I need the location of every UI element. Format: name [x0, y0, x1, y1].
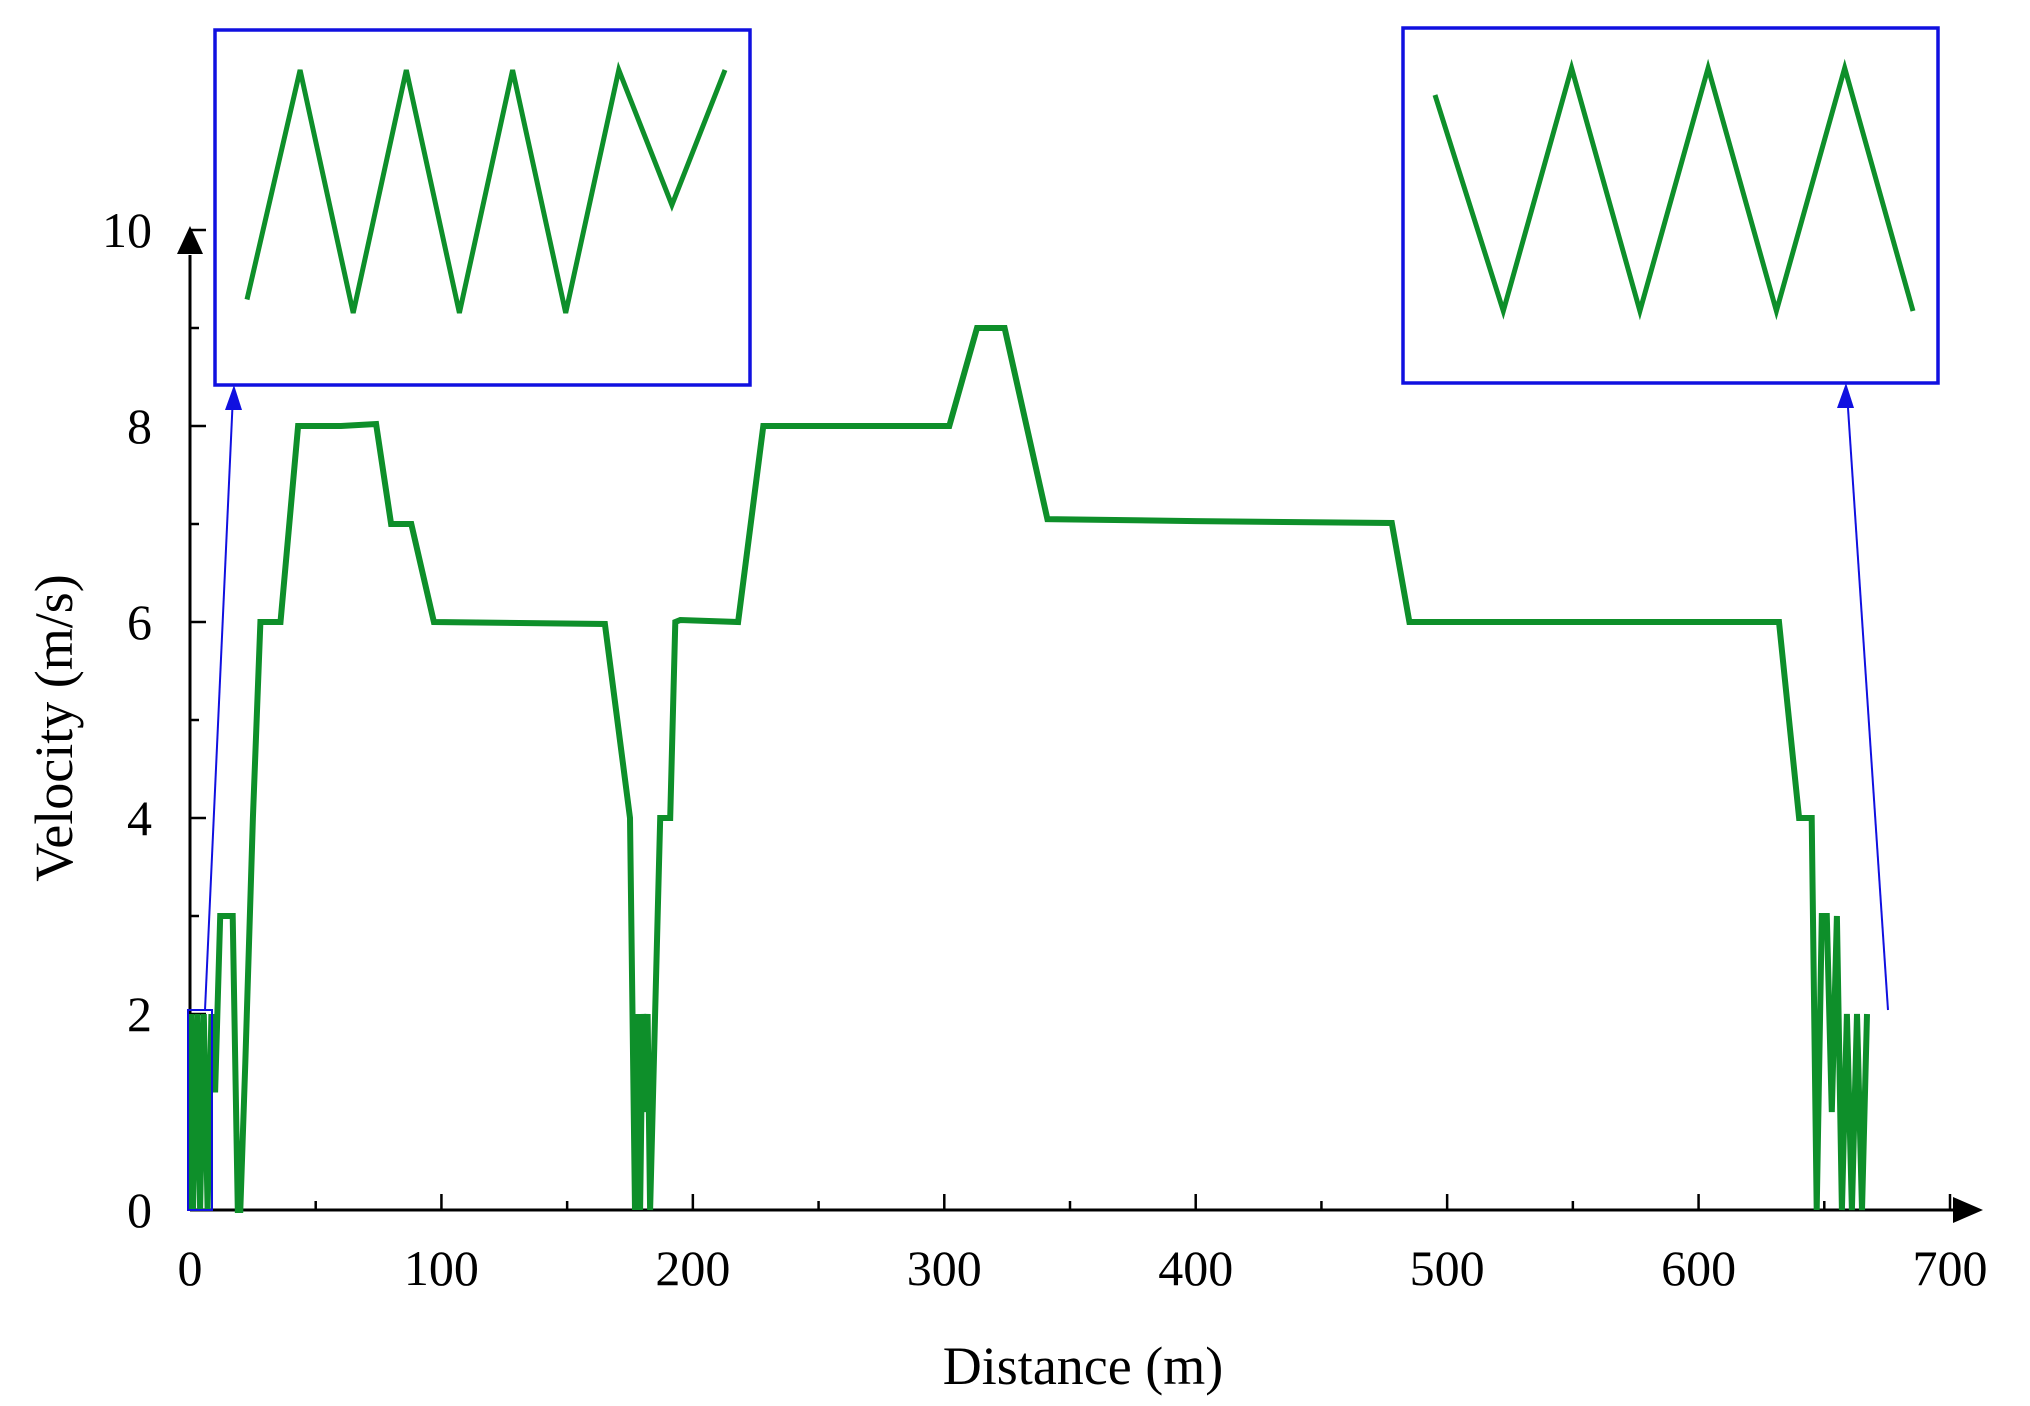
- x-tick-label: 0: [178, 1240, 203, 1296]
- y-axis-label: Velocity (m/s): [24, 574, 84, 881]
- inset-source-marker: [187, 1009, 213, 1211]
- y-tick-label: 4: [127, 790, 152, 846]
- velocity-series-line: [187, 325, 1870, 1213]
- y-tick-label: 10: [102, 202, 152, 258]
- y-tick-label: 2: [127, 986, 152, 1042]
- x-tick-label: 600: [1661, 1240, 1736, 1296]
- x-tick-label: 200: [655, 1240, 730, 1296]
- x-tick-label: 100: [404, 1240, 479, 1296]
- x-tick-label: 500: [1410, 1240, 1485, 1296]
- x-axis-arrow: [1953, 1197, 1983, 1223]
- x-axis-label: Distance (m): [943, 1336, 1223, 1396]
- x-tick-label: 700: [1913, 1240, 1988, 1296]
- inset-connector-arrow: [225, 385, 242, 410]
- y-axis-arrow: [177, 226, 203, 254]
- insets-layer: [187, 26, 1940, 1211]
- inset-connector-line: [1846, 392, 1889, 1011]
- inset-connector-line: [204, 394, 234, 1011]
- inset-connector-arrow: [1837, 383, 1854, 408]
- y-tick-label: 6: [127, 594, 152, 650]
- y-tick-label: 0: [127, 1182, 152, 1238]
- tick-labels: 0 100 200 300 400 500 600 700 0 2 4 6 8 10: [102, 202, 1988, 1296]
- x-tick-label: 300: [907, 1240, 982, 1296]
- inset-series-line: [1432, 58, 1916, 321]
- y-tick-label: 8: [127, 398, 152, 454]
- inset-series-line: [244, 61, 728, 314]
- x-tick-label: 400: [1158, 1240, 1233, 1296]
- series-layer: [187, 325, 1870, 1213]
